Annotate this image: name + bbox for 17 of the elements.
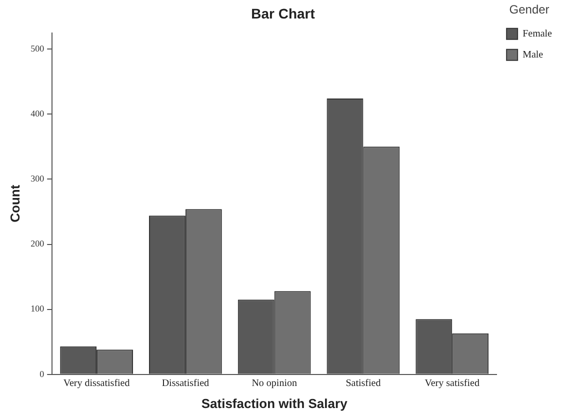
y-axis-title: Count (7, 184, 22, 222)
y-tick-label: 500 (30, 43, 45, 54)
x-axis-title: Satisfaction with Salary (201, 396, 348, 411)
y-tick-label: 300 (30, 174, 45, 184)
y-tick-label: 0 (40, 368, 45, 379)
x-tick-label: Very satisfied (424, 378, 480, 390)
legend-label: Female (522, 28, 553, 40)
y-tick-label: 100 (30, 304, 45, 314)
x-tick-label: No opinion (252, 378, 297, 390)
chart-title: Bar Chart (251, 5, 316, 22)
y-tick-label: 400 (30, 108, 45, 118)
x-tick-label: Dissatisfied (162, 378, 210, 390)
y-tick-label: 200 (30, 238, 45, 249)
x-tick-label: Satisfied (346, 378, 381, 390)
legend-title: Gender (509, 2, 550, 16)
x-tick-label: Very dissatisfied (63, 378, 130, 390)
legend-label: Male (522, 50, 544, 61)
